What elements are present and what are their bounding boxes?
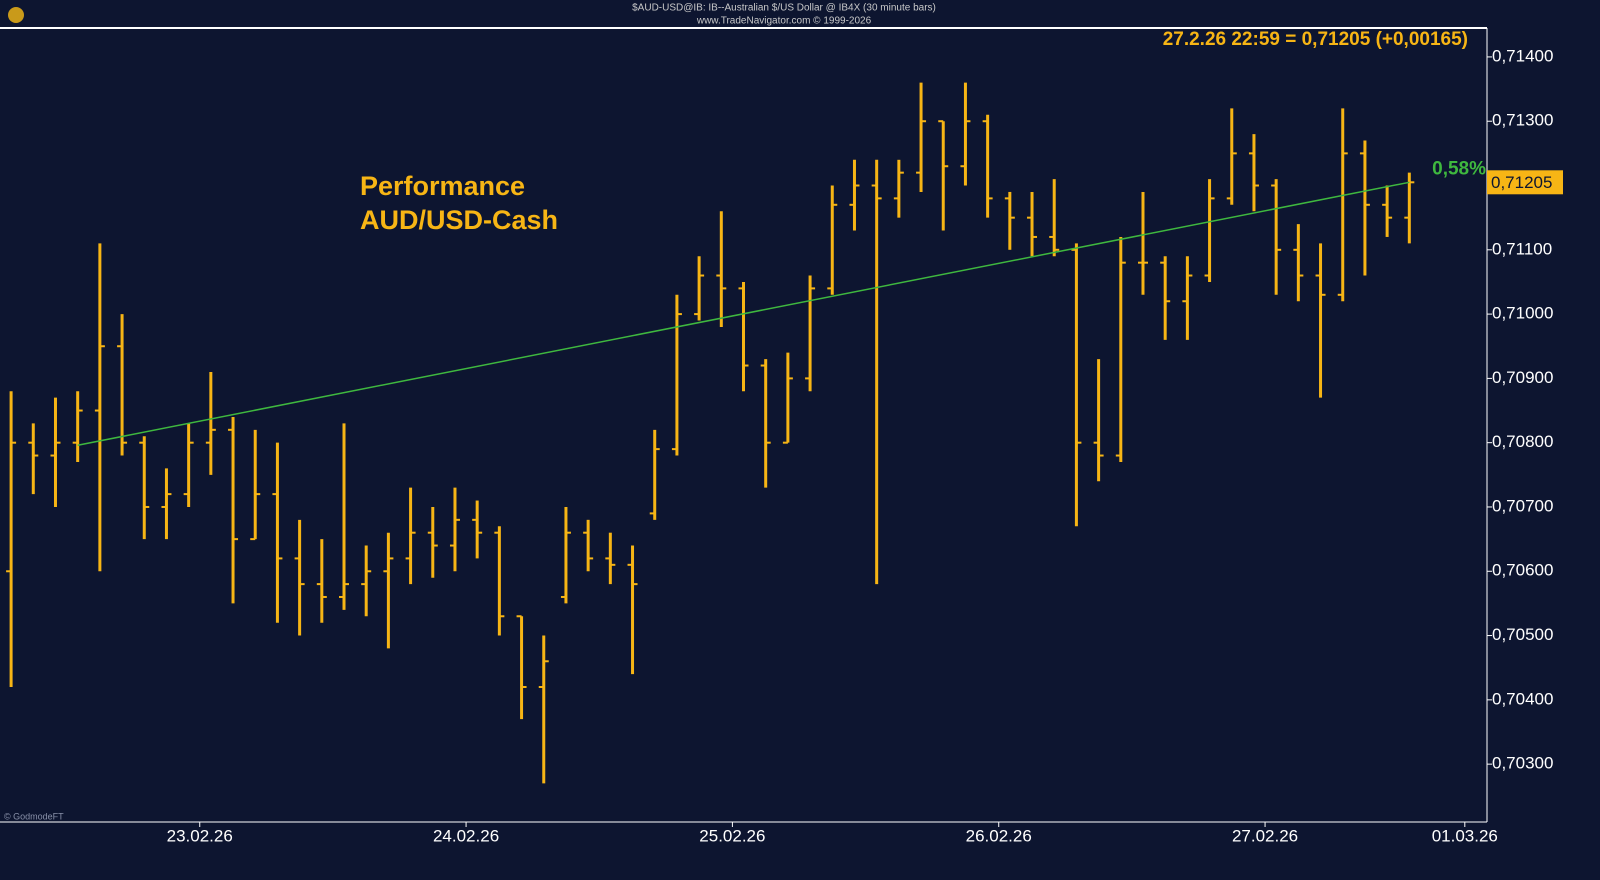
x-tick-label: 27.02.26 — [1232, 826, 1298, 845]
quote-header: 27.2.26 22:59 = 0,71205 (+0,00165) — [1163, 29, 1468, 50]
y-tick-label: 0,70500 — [1492, 625, 1553, 644]
y-tick-label: 0,70400 — [1492, 689, 1553, 708]
last-price-box — [1487, 170, 1563, 195]
x-tick-label: 25.02.26 — [699, 826, 765, 845]
y-tick-label: 0,70900 — [1492, 368, 1553, 387]
annotation-line: Performance — [360, 171, 525, 201]
y-tick-label: 0,71000 — [1492, 304, 1553, 323]
trendline-label: 0,58% — [1432, 158, 1486, 179]
y-tick-label: 0,70700 — [1492, 496, 1553, 515]
chart-subtitle: www.TradeNavigator.com © 1999-2026 — [696, 16, 872, 27]
x-tick-label: 26.02.26 — [966, 826, 1032, 845]
annotation-line: AUD/USD-Cash — [360, 205, 558, 235]
y-tick-label: 0,70300 — [1492, 754, 1553, 773]
watermark: © GodmodeFT — [4, 811, 64, 821]
last-price-label: 0,71205 — [1491, 173, 1552, 192]
y-tick-label: 0,71400 — [1492, 46, 1553, 65]
x-tick-label: 24.02.26 — [433, 826, 499, 845]
chart-title: $AUD-USD@IB: IB--Australian $/US Dollar … — [632, 3, 936, 14]
y-tick-label: 0,70800 — [1492, 432, 1553, 451]
x-tick-label: 23.02.26 — [167, 826, 233, 845]
trendline — [77, 181, 1410, 446]
y-tick-label: 0,70600 — [1492, 561, 1553, 580]
y-tick-label: 0,71100 — [1492, 239, 1552, 258]
y-tick-label: 0,71300 — [1492, 111, 1553, 130]
x-tick-label: 01.03.26 — [1432, 826, 1498, 845]
logo-icon — [8, 7, 24, 23]
